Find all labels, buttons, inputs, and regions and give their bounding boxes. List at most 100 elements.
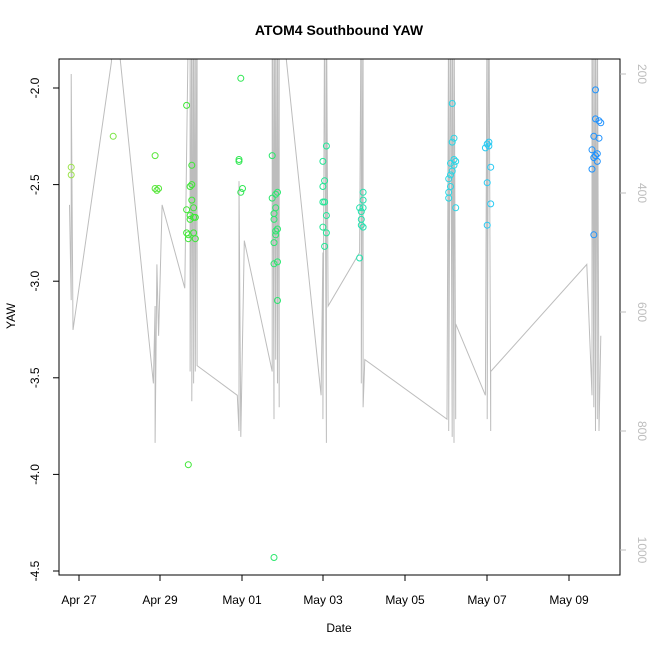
data-point	[235, 157, 243, 165]
data-point	[359, 204, 367, 212]
data-point	[588, 146, 596, 154]
data-point	[153, 186, 161, 194]
data-point	[483, 179, 491, 187]
y-tick-label: -4.5	[28, 560, 42, 581]
x-tick-label: May 07	[467, 593, 507, 607]
data-point	[450, 161, 458, 169]
data-point	[481, 144, 489, 152]
y-tick-label: -4.0	[28, 464, 42, 485]
data-point	[592, 86, 599, 94]
secondary-line	[69, 59, 602, 443]
y2-tick-label: 800	[635, 421, 649, 441]
data-point	[237, 188, 245, 196]
data-point	[270, 554, 278, 561]
y2-tick-label: 1000	[635, 537, 649, 564]
data-point	[319, 157, 327, 165]
data-point	[593, 157, 601, 165]
data-point	[183, 101, 191, 109]
primary-series	[67, 74, 605, 561]
data-point	[274, 297, 281, 304]
data-point	[268, 194, 276, 202]
data-point	[448, 100, 456, 107]
x-axis-label: Date	[326, 621, 352, 635]
data-point	[188, 196, 196, 204]
data-point	[356, 254, 364, 262]
x-tick-label: May 03	[303, 593, 343, 607]
secondary-series	[69, 59, 602, 443]
data-point	[274, 258, 281, 266]
x-tick-label: May 01	[222, 593, 262, 607]
data-point	[487, 200, 495, 208]
data-point	[188, 161, 196, 169]
data-point	[272, 190, 280, 198]
data-point	[485, 138, 493, 146]
data-point	[272, 204, 280, 212]
data-point	[483, 221, 491, 229]
data-point	[151, 152, 159, 160]
data-point	[321, 198, 329, 206]
data-point	[322, 212, 330, 219]
data-point	[590, 154, 598, 162]
data-point	[359, 196, 367, 204]
data-point	[321, 177, 329, 185]
data-point	[588, 165, 596, 173]
y-axis: -2.0 -2.5 -3.0 -3.5 -4.0 -4.5	[28, 77, 59, 581]
data-point	[184, 461, 192, 469]
chart-title: ATOM4 Southbound YAW	[255, 22, 424, 38]
data-point	[595, 134, 603, 142]
data-point	[357, 208, 365, 216]
data-point	[235, 156, 243, 163]
data-point	[272, 227, 280, 235]
data-point	[183, 206, 191, 214]
x-tick-label: Apr 27	[61, 593, 97, 607]
data-point	[450, 134, 458, 142]
y-tick-label: -2.5	[28, 174, 42, 195]
data-point	[270, 239, 278, 247]
data-point	[237, 74, 245, 82]
data-point	[445, 175, 453, 183]
data-point	[593, 150, 601, 158]
x-tick-label: May 09	[549, 593, 589, 607]
data-point	[321, 242, 329, 250]
x-tick-label: Apr 29	[142, 593, 178, 607]
data-point	[445, 194, 453, 202]
data-point	[155, 185, 163, 192]
data-point	[184, 235, 192, 243]
data-point	[447, 183, 454, 190]
y2-tick-label: 600	[635, 302, 649, 322]
data-point	[592, 115, 599, 123]
data-point	[67, 171, 75, 179]
y2-tick-label: 200	[635, 64, 649, 84]
data-point	[191, 235, 199, 243]
data-point	[356, 204, 364, 212]
data-point	[274, 225, 281, 233]
data-point	[359, 188, 367, 196]
x-tick-label: May 05	[385, 593, 425, 607]
y2-tick-label: 400	[635, 183, 649, 203]
plot-frame	[58, 58, 621, 576]
data-point	[268, 152, 276, 160]
data-point	[151, 185, 159, 192]
data-point	[590, 231, 598, 239]
y2-axis: 200 400 600 800 1000	[620, 64, 649, 564]
y-axis-label: YAW	[4, 302, 18, 329]
data-point	[322, 142, 330, 150]
data-point	[447, 171, 454, 179]
data-point	[274, 188, 281, 196]
data-point	[597, 119, 605, 127]
data-point	[359, 223, 367, 231]
data-point	[67, 163, 75, 171]
data-point	[452, 204, 460, 212]
data-point	[483, 140, 491, 148]
y-tick-label: -3.5	[28, 367, 42, 388]
y-tick-label: -3.0	[28, 271, 42, 292]
data-point	[191, 213, 199, 221]
data-point	[270, 260, 278, 268]
data-point	[485, 142, 493, 150]
data-point	[319, 223, 327, 231]
data-point	[239, 185, 246, 192]
data-point	[186, 183, 194, 190]
data-point	[190, 204, 198, 212]
data-point	[487, 163, 495, 171]
